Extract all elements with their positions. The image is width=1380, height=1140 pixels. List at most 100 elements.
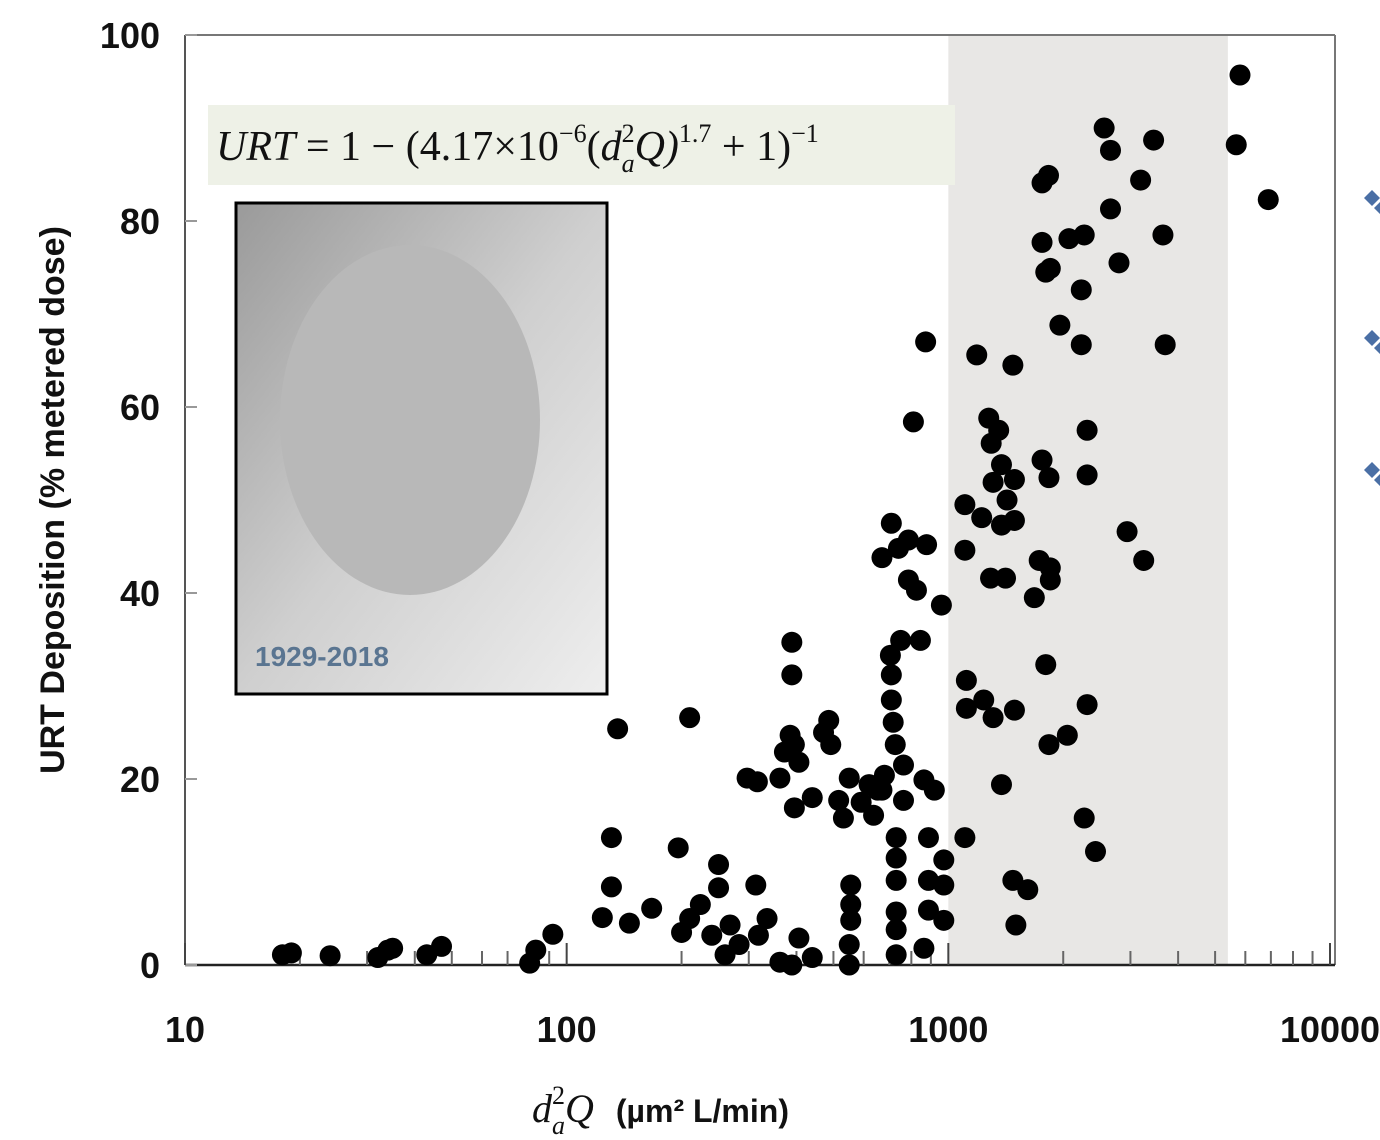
point <box>902 411 924 433</box>
point <box>280 942 302 964</box>
point <box>783 734 805 756</box>
x-label-part: a <box>552 1111 565 1140</box>
point <box>1070 279 1092 301</box>
point <box>838 767 860 789</box>
points-layer <box>271 64 1279 976</box>
point <box>850 791 872 813</box>
point <box>1005 914 1027 936</box>
point <box>832 807 854 829</box>
point <box>990 454 1012 476</box>
ticks-layer: 0 20 40 60 80 100 10 100 1000 10000 <box>100 15 1380 1050</box>
point <box>1152 224 1174 246</box>
point <box>828 789 850 811</box>
x-tick-label: 100 <box>537 1009 597 1050</box>
point <box>995 567 1017 589</box>
formula-part: d <box>601 124 623 170</box>
point <box>917 899 939 921</box>
point <box>745 874 767 896</box>
point <box>746 771 768 793</box>
point <box>1076 694 1098 716</box>
point <box>525 939 547 961</box>
point <box>591 907 613 929</box>
point <box>1133 549 1155 571</box>
formula-part: −6 <box>559 119 587 148</box>
point <box>982 707 1004 729</box>
y-tick-label: 0 <box>140 945 160 986</box>
x-tick-label: 10 <box>165 1009 205 1050</box>
formula-part: Q) <box>635 124 679 170</box>
point <box>431 935 453 957</box>
point <box>880 664 902 686</box>
formula-part: URT <box>216 124 298 170</box>
point <box>879 644 901 666</box>
point <box>747 924 769 946</box>
y-tick-label: 60 <box>120 387 160 428</box>
point <box>885 827 907 849</box>
point <box>923 779 945 801</box>
point <box>1076 464 1098 486</box>
point <box>1031 231 1053 253</box>
point <box>818 709 840 731</box>
point <box>600 827 622 849</box>
point <box>788 927 810 949</box>
x-axis-label: d2 aQ (µm² L/min) <box>532 1081 789 1140</box>
point <box>838 934 860 956</box>
point <box>1017 879 1039 901</box>
point <box>1003 469 1025 491</box>
point <box>1039 569 1061 591</box>
photo-face <box>280 245 540 595</box>
point <box>1143 129 1165 151</box>
point <box>1039 257 1061 279</box>
point <box>1038 734 1060 756</box>
formula-part: 2 <box>622 119 635 148</box>
point <box>1038 467 1060 489</box>
bullet <box>1364 190 1380 214</box>
point <box>708 854 730 876</box>
point <box>1108 252 1130 274</box>
point <box>1130 169 1152 191</box>
point <box>382 937 404 959</box>
point <box>542 923 564 945</box>
point <box>955 697 977 719</box>
x-label-part: 2 <box>552 1081 565 1110</box>
point <box>890 629 912 651</box>
point <box>801 787 823 809</box>
bullet <box>1364 330 1380 354</box>
formula-part: ( <box>587 124 601 170</box>
point <box>884 734 906 756</box>
side-bullets <box>1364 190 1380 486</box>
point <box>980 567 1002 589</box>
point <box>756 908 778 929</box>
point <box>892 789 914 811</box>
point <box>880 689 902 711</box>
point <box>319 945 341 967</box>
y-tick-label: 80 <box>120 201 160 242</box>
point <box>1049 314 1071 336</box>
point <box>880 512 902 534</box>
point <box>820 734 842 756</box>
point <box>1073 807 1095 829</box>
point <box>719 914 741 936</box>
point <box>1073 224 1095 246</box>
x-label-part: d <box>532 1086 553 1131</box>
point <box>1099 139 1121 161</box>
point <box>1070 334 1092 356</box>
point <box>1229 64 1251 86</box>
point <box>769 767 791 789</box>
point <box>917 827 939 849</box>
point <box>933 849 955 871</box>
y-tick-label: 20 <box>120 759 160 800</box>
point <box>905 579 927 601</box>
point <box>885 901 907 923</box>
point <box>701 924 723 946</box>
formula-part: a <box>622 149 635 178</box>
y-tick-label: 40 <box>120 573 160 614</box>
point <box>885 847 907 869</box>
point <box>840 874 862 896</box>
formula-part: −1 <box>791 119 819 148</box>
point <box>1038 164 1060 186</box>
point <box>973 689 995 711</box>
point <box>933 909 955 931</box>
